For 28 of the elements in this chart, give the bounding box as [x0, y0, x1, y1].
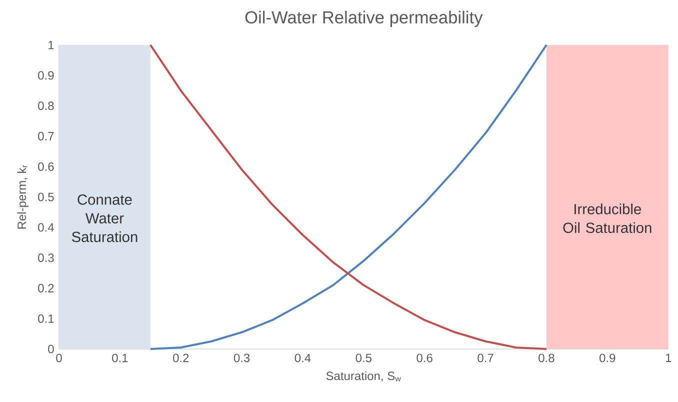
y-tick-label: 1	[48, 40, 54, 50]
x-tick-label: 0.4	[294, 354, 311, 362]
y-tick-label: 0.1	[38, 314, 54, 323]
x-tick-label: 1	[666, 354, 672, 362]
x-tick-label: 0.9	[600, 354, 616, 362]
x-tick-label: 0.6	[416, 354, 432, 362]
line-series	[149, 44, 548, 350]
y-tick-label: 0.7	[38, 132, 54, 140]
y-tick-label: 0.6	[38, 162, 54, 171]
y-tick-label: 0.3	[38, 254, 54, 262]
y-tick-label: 0.5	[38, 192, 54, 202]
x-tick-label: 0.5	[356, 354, 372, 362]
x-axis-title: Saturation, S$_{w}$	[326, 371, 401, 382]
y-tick-label: 0.4	[38, 223, 54, 232]
x-tick-label: 0.3	[234, 354, 250, 362]
y-tick-label: 0	[48, 344, 54, 354]
y-tick-label: 0.8	[38, 102, 54, 110]
x-tick-label: 0.2	[172, 354, 189, 362]
chart-title: Oil-Water Relative permeability	[245, 10, 483, 27]
x-tick-label: 0	[56, 354, 62, 362]
x-tick-label: 0.8	[538, 354, 554, 362]
band-label: Connate Water Saturation	[72, 194, 138, 242]
y-tick-label: 0.2	[38, 284, 54, 292]
x-tick-label: 0.7	[478, 354, 494, 362]
band-label: Irreducible Oil Saturation	[563, 204, 652, 233]
x-tick-label: 0.1	[112, 354, 128, 362]
y-tick-label: 0.9	[38, 71, 54, 80]
y-axis-title: Rel-perm, k$_{r}$	[17, 165, 28, 229]
